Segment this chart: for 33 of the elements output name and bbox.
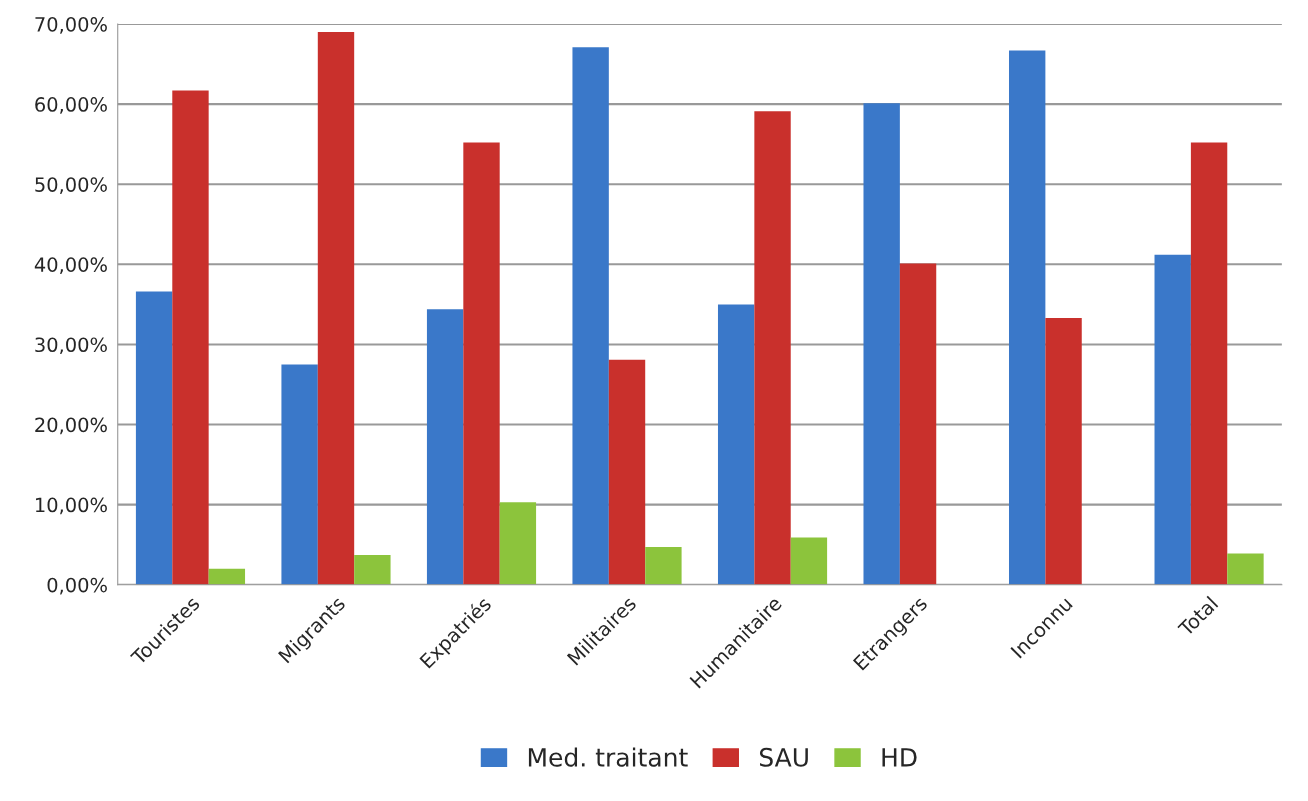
y-tick-label: 70,00%: [35, 16, 107, 34]
bar: [790, 537, 828, 585]
y-tick-label: 60,00%: [35, 97, 107, 114]
bar: [463, 142, 500, 585]
bar: [608, 359, 646, 585]
bar: [863, 103, 900, 585]
bar: [317, 32, 355, 585]
bar: [645, 547, 682, 585]
bar: [1190, 142, 1228, 585]
bar: [499, 502, 537, 585]
legend-label: Med. traitant: [528, 747, 688, 767]
bar: [1045, 318, 1082, 585]
bar: [899, 263, 937, 585]
bar: [754, 111, 791, 585]
bar: [281, 364, 318, 585]
bar: [1009, 50, 1046, 585]
bar: [1154, 254, 1191, 585]
y-tick-label: 10,00%: [35, 497, 107, 515]
bar: [208, 568, 246, 585]
y-tick-label: 40,00%: [34, 257, 107, 274]
bar: [717, 304, 755, 585]
bar: [135, 291, 173, 585]
y-tick-label: 50,00%: [35, 177, 107, 194]
y-tick-label: 30,00%: [35, 337, 107, 355]
legend-label: SAU: [759, 747, 808, 767]
bar: [172, 90, 209, 585]
y-tick-label: 20,00%: [35, 417, 107, 435]
legend-label: HD: [882, 748, 917, 767]
y-tick-label: 0,00%: [47, 577, 107, 595]
bar: [354, 555, 391, 585]
bar: [1227, 553, 1264, 585]
bar: [426, 309, 464, 585]
bar: [572, 47, 609, 585]
